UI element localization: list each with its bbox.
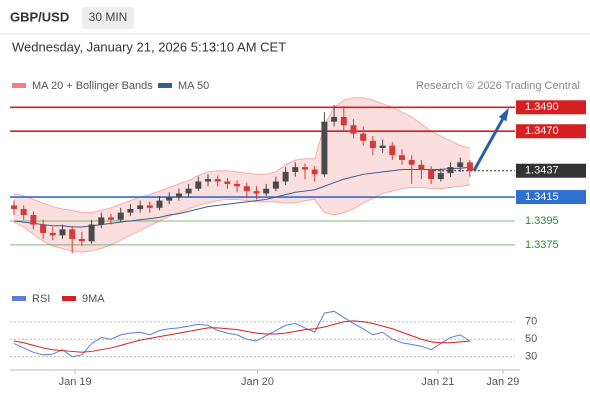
candle-body xyxy=(379,145,386,148)
legend-label: MA 20 + Bollinger Bands xyxy=(32,80,153,92)
candle-body xyxy=(195,181,202,189)
legend-label: RSI xyxy=(32,293,50,305)
forecast-arrow xyxy=(472,110,509,172)
candle-body xyxy=(59,229,66,236)
level-label: 1.3415 xyxy=(525,191,559,203)
x-tick-label: Jan 20 xyxy=(241,376,274,388)
legend-label: MA 50 xyxy=(178,80,209,92)
candle-body xyxy=(447,167,454,174)
level-label: 1.3375 xyxy=(525,239,559,251)
candle-body xyxy=(20,209,27,215)
candle-body xyxy=(69,229,76,239)
legend-swatch xyxy=(62,296,76,301)
candle-body xyxy=(340,116,347,126)
candle-body xyxy=(360,133,367,141)
level-label: 1.3470 xyxy=(525,125,559,137)
candle-body xyxy=(321,121,328,175)
candle-body xyxy=(466,162,473,171)
candle-body xyxy=(175,193,182,198)
source: Research © 2026 Trading Central xyxy=(416,80,580,92)
candle-body xyxy=(156,200,163,208)
legend-swatch xyxy=(158,83,172,88)
timeframe: 30 MIN xyxy=(89,10,128,24)
legend-swatch xyxy=(12,296,26,301)
legend-swatch xyxy=(12,83,26,88)
candle-body xyxy=(243,186,250,192)
candle-body xyxy=(302,167,308,170)
level-box xyxy=(516,124,586,139)
candle-body xyxy=(185,188,192,194)
candle-body xyxy=(369,140,376,148)
candle-body xyxy=(263,188,270,194)
level-label: 1.3395 xyxy=(525,215,559,227)
candle-body xyxy=(117,212,124,220)
symbol: GBP/USD xyxy=(10,9,69,24)
level-box xyxy=(516,100,586,115)
candle-body xyxy=(224,181,231,184)
date: Wednesday, January 21, 2026 5:13:10 AM C… xyxy=(12,39,286,54)
rsi-tick-label: 70 xyxy=(525,316,537,328)
candle-body xyxy=(457,162,464,168)
candle-body xyxy=(418,164,425,170)
candle-body xyxy=(166,197,173,201)
candle-body xyxy=(49,232,56,236)
level-label: 1.3490 xyxy=(525,101,559,113)
x-tick-label: Jan 19 xyxy=(59,376,92,388)
x-tick-label: Jan 21 xyxy=(421,376,454,388)
level-label: 1.3437 xyxy=(525,165,559,177)
rsi-tick-label: 50 xyxy=(525,333,537,345)
rsi-line xyxy=(13,320,470,353)
rsi-line xyxy=(13,310,471,358)
bollinger-area xyxy=(14,97,470,253)
candle-body xyxy=(389,145,396,156)
candle-body xyxy=(292,167,299,172)
level-box xyxy=(516,163,586,178)
bollinger-lower xyxy=(13,184,470,253)
x-tick-label: Jan 29 xyxy=(486,376,519,388)
candle-body xyxy=(30,214,37,225)
candle-body xyxy=(311,169,318,175)
candle-body xyxy=(78,238,85,242)
candle-body xyxy=(399,155,405,160)
candle-body xyxy=(88,224,95,242)
level-box xyxy=(516,190,586,205)
candle-body xyxy=(98,217,105,225)
candle-body xyxy=(40,224,47,233)
candle-body xyxy=(272,181,279,189)
candle-body xyxy=(127,209,134,213)
candle-body xyxy=(408,159,415,165)
candle-body xyxy=(350,125,357,134)
candle-body xyxy=(146,205,153,208)
candle-body xyxy=(11,205,17,210)
candle-body xyxy=(108,217,114,220)
legend-label: 9MA xyxy=(82,293,105,305)
candle-body xyxy=(331,116,338,122)
candle-body xyxy=(205,179,211,182)
candle-body xyxy=(234,183,241,187)
timeframe-pill xyxy=(82,7,134,29)
candle-body xyxy=(214,179,221,182)
candle-body xyxy=(137,205,144,210)
forecast-arrowhead xyxy=(498,107,509,122)
candle-body xyxy=(282,171,289,182)
rsi-tick-label: 30 xyxy=(525,351,537,363)
candle-body xyxy=(437,173,444,180)
candle-body xyxy=(428,169,435,180)
candle-body xyxy=(253,191,260,194)
